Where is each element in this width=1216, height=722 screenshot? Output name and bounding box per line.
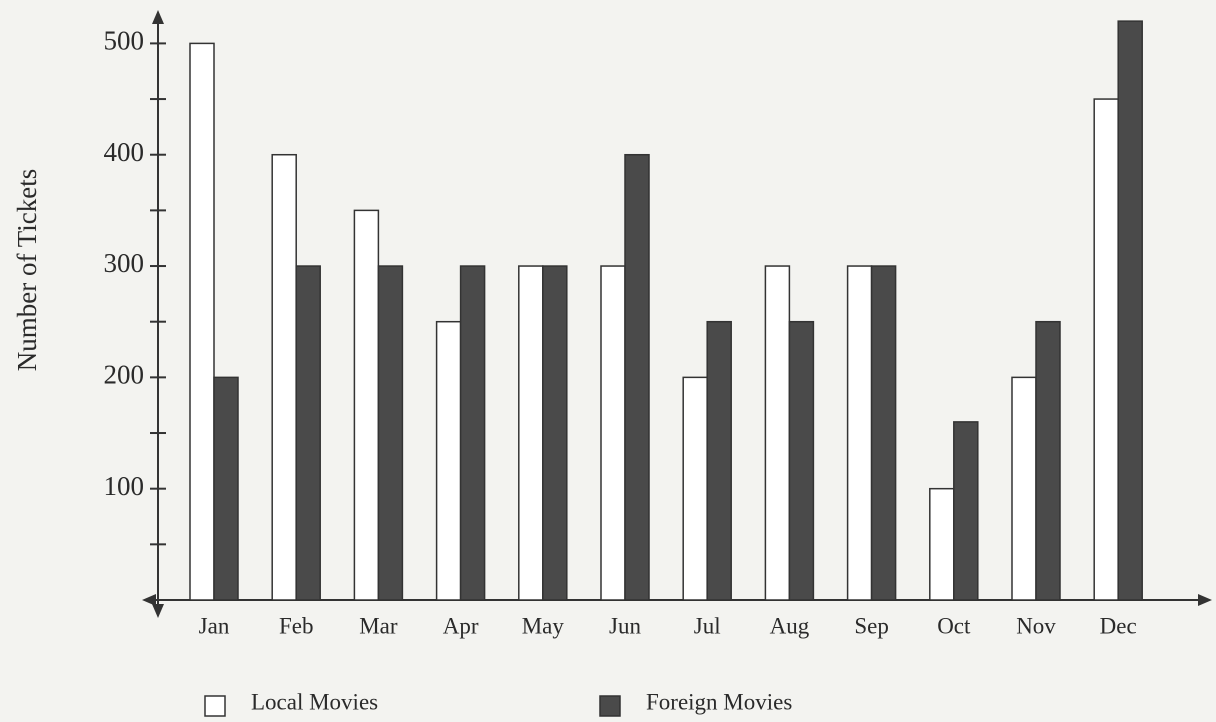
x-tick-label: Feb xyxy=(279,613,314,638)
bar xyxy=(542,265,568,601)
bar xyxy=(353,209,380,601)
y-tick-label: 200 xyxy=(104,360,145,390)
y-tick-label: 300 xyxy=(104,248,145,278)
x-tick-label: Oct xyxy=(937,613,971,638)
bar xyxy=(459,265,486,601)
x-tick-label: Jan xyxy=(199,613,230,638)
bar xyxy=(295,265,321,601)
x-tick-label: Dec xyxy=(1100,613,1137,638)
bar xyxy=(271,153,297,601)
bar xyxy=(706,320,732,601)
x-axis-arrow xyxy=(142,594,156,606)
x-tick-label: May xyxy=(522,613,565,638)
bar xyxy=(682,376,708,601)
x-tick-label: Aug xyxy=(770,613,810,638)
y-axis-arrow xyxy=(152,10,164,24)
y-tick-label: 100 xyxy=(104,471,145,501)
bar xyxy=(788,320,815,601)
x-tick-label: Jul xyxy=(694,613,721,638)
bar xyxy=(1011,376,1037,601)
bar xyxy=(600,265,626,601)
bar xyxy=(870,265,897,601)
bar xyxy=(846,265,873,601)
bar xyxy=(189,42,215,601)
bar xyxy=(1035,320,1061,601)
x-tick-label: Mar xyxy=(359,613,398,638)
legend-label: Foreign Movies xyxy=(646,689,792,714)
bar xyxy=(1093,98,1119,601)
bar xyxy=(764,265,791,601)
bar xyxy=(377,265,404,601)
y-axis-arrow xyxy=(152,604,164,618)
bar xyxy=(624,153,650,601)
x-tick-label: Nov xyxy=(1016,613,1056,638)
x-tick-label: Sep xyxy=(854,613,889,638)
legend-label: Local Movies xyxy=(251,689,378,714)
bar xyxy=(213,376,239,601)
bar xyxy=(518,265,544,601)
bar xyxy=(929,487,955,601)
y-axis-label: Number of Tickets xyxy=(12,169,42,372)
legend-swatch xyxy=(599,695,621,717)
bar xyxy=(953,421,979,601)
bar xyxy=(435,320,462,601)
bar xyxy=(1117,20,1143,601)
x-tick-label: Jun xyxy=(609,613,641,638)
y-tick-label: 500 xyxy=(104,26,145,56)
x-tick-label: Apr xyxy=(443,613,479,638)
y-tick-label: 400 xyxy=(104,137,145,167)
legend-swatch xyxy=(204,695,226,717)
x-axis-arrow xyxy=(1198,594,1212,606)
